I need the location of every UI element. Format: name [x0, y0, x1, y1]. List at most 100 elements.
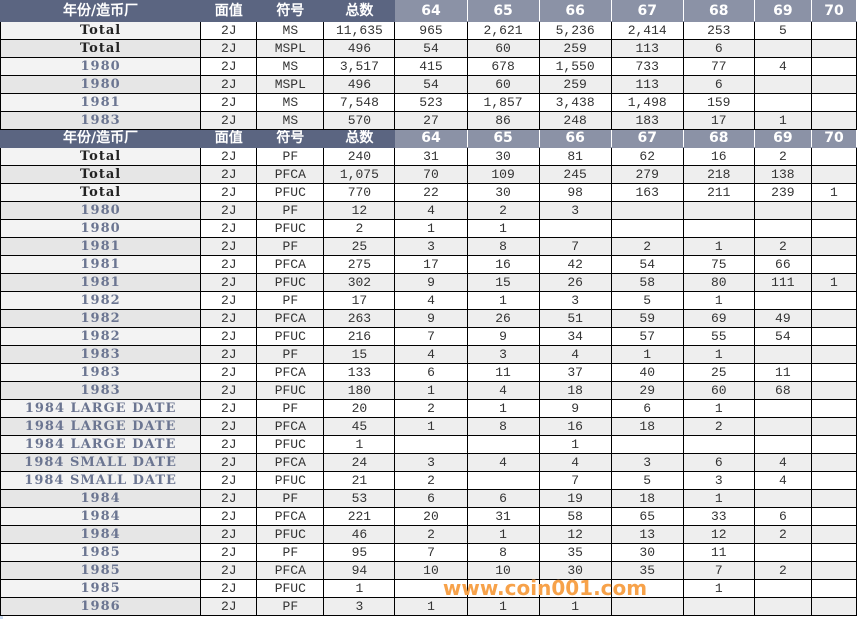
cell-col-year-mint[interactable]: 1983 [0, 345, 202, 364]
cell-col-68[interactable]: 6 [682, 39, 755, 58]
cell-col-64[interactable]: 1 [394, 417, 468, 436]
cell-col-68[interactable] [682, 435, 755, 454]
cell-col-designation[interactable]: PF [256, 147, 325, 166]
header-cell-col-65[interactable]: 65 [466, 0, 540, 22]
cell-col-designation[interactable]: PFCA [256, 417, 325, 436]
cell-col-64[interactable]: 2 [394, 399, 468, 418]
cell-col-70[interactable] [810, 417, 858, 436]
cell-col-69[interactable] [753, 489, 812, 508]
cell-col-65[interactable]: 1,857 [466, 93, 540, 112]
cell-col-66[interactable]: 5,236 [538, 21, 612, 40]
cell-col-year-mint[interactable]: 1981 [0, 237, 202, 256]
header-cell-col-67[interactable]: 67 [610, 0, 684, 22]
cell-col-denomination[interactable]: 2J [200, 381, 258, 400]
cell-col-designation[interactable]: PFUC [256, 435, 325, 454]
cell-col-70[interactable] [810, 201, 858, 220]
cell-col-denomination[interactable]: 2J [200, 255, 258, 274]
cell-col-65[interactable]: 10 [466, 561, 540, 580]
cell-col-67[interactable]: 183 [610, 111, 684, 130]
cell-col-65[interactable]: 1 [466, 597, 540, 616]
cell-col-designation[interactable]: PF [256, 543, 325, 562]
cell-col-68[interactable]: 2 [682, 417, 755, 436]
cell-col-denomination[interactable]: 2J [200, 219, 258, 238]
cell-col-denomination[interactable]: 2J [200, 273, 258, 292]
cell-col-67[interactable]: 1,498 [610, 93, 684, 112]
cell-col-64[interactable]: 7 [394, 543, 468, 562]
cell-col-70[interactable]: 1 [810, 183, 858, 202]
cell-col-denomination[interactable]: 2J [200, 543, 258, 562]
header-cell-col-67[interactable]: 67 [610, 129, 684, 148]
cell-col-69[interactable] [753, 417, 812, 436]
cell-col-designation[interactable]: MS [256, 93, 325, 112]
cell-col-64[interactable]: 1 [394, 381, 468, 400]
cell-col-denomination[interactable]: 2J [200, 237, 258, 256]
cell-col-64[interactable]: 17 [394, 255, 468, 274]
cell-col-66[interactable] [538, 219, 612, 238]
cell-col-65[interactable]: 86 [466, 111, 540, 130]
cell-col-68[interactable] [682, 597, 755, 616]
cell-col-total[interactable]: 216 [323, 327, 396, 346]
header-cell-col-68[interactable]: 68 [682, 0, 755, 22]
cell-col-denomination[interactable]: 2J [200, 201, 258, 220]
cell-col-year-mint[interactable]: Total [0, 39, 202, 58]
cell-col-64[interactable]: 965 [394, 21, 468, 40]
cell-col-designation[interactable]: PFUC [256, 219, 325, 238]
cell-col-64[interactable]: 2 [394, 525, 468, 544]
cell-col-66[interactable]: 248 [538, 111, 612, 130]
cell-col-year-mint[interactable]: Total [0, 147, 202, 166]
cell-col-65[interactable]: 11 [466, 363, 540, 382]
cell-col-69[interactable] [753, 75, 812, 94]
cell-col-64[interactable]: 4 [394, 201, 468, 220]
cell-col-68[interactable]: 1 [682, 489, 755, 508]
cell-col-year-mint[interactable]: 1985 [0, 543, 202, 562]
cell-col-designation[interactable]: PF [256, 201, 325, 220]
cell-col-total[interactable]: 21 [323, 471, 396, 490]
cell-col-year-mint[interactable]: 1985 [0, 579, 202, 598]
cell-col-designation[interactable]: MSPL [256, 75, 325, 94]
cell-col-denomination[interactable]: 2J [200, 75, 258, 94]
cell-col-70[interactable] [810, 21, 858, 40]
cell-col-68[interactable]: 3 [682, 471, 755, 490]
cell-col-64[interactable]: 70 [394, 165, 468, 184]
cell-col-designation[interactable]: PFUC [256, 273, 325, 292]
cell-col-67[interactable]: 733 [610, 57, 684, 76]
cell-col-70[interactable] [810, 453, 858, 472]
cell-col-69[interactable] [753, 201, 812, 220]
cell-col-69[interactable]: 54 [753, 327, 812, 346]
cell-col-65[interactable]: 8 [466, 237, 540, 256]
cell-col-64[interactable]: 1 [394, 597, 468, 616]
cell-col-total[interactable]: 95 [323, 543, 396, 562]
cell-col-65[interactable]: 4 [466, 381, 540, 400]
cell-col-designation[interactable]: PFCA [256, 561, 325, 580]
cell-col-64[interactable]: 9 [394, 273, 468, 292]
cell-col-denomination[interactable]: 2J [200, 165, 258, 184]
cell-col-65[interactable]: 3 [466, 345, 540, 364]
cell-col-total[interactable]: 25 [323, 237, 396, 256]
cell-col-65[interactable]: 16 [466, 255, 540, 274]
cell-col-65[interactable]: 109 [466, 165, 540, 184]
cell-col-year-mint[interactable]: 1985 [0, 561, 202, 580]
cell-col-67[interactable]: 2,414 [610, 21, 684, 40]
cell-col-total[interactable]: 275 [323, 255, 396, 274]
cell-col-68[interactable]: 33 [682, 507, 755, 526]
cell-col-designation[interactable]: MSPL [256, 39, 325, 58]
cell-col-67[interactable]: 58 [610, 273, 684, 292]
cell-col-total[interactable]: 24 [323, 453, 396, 472]
cell-col-66[interactable]: 259 [538, 75, 612, 94]
cell-col-70[interactable] [810, 543, 858, 562]
cell-col-denomination[interactable]: 2J [200, 57, 258, 76]
cell-col-65[interactable]: 30 [466, 183, 540, 202]
header-cell-col-total[interactable]: 总数 [323, 0, 396, 22]
cell-col-70[interactable] [810, 93, 858, 112]
cell-col-total[interactable]: 20 [323, 399, 396, 418]
cell-col-68[interactable]: 7 [682, 561, 755, 580]
cell-col-denomination[interactable]: 2J [200, 417, 258, 436]
cell-col-69[interactable]: 2 [753, 525, 812, 544]
cell-col-69[interactable] [753, 435, 812, 454]
cell-col-year-mint[interactable]: 1984 LARGE DATE [0, 417, 202, 436]
cell-col-68[interactable]: 211 [682, 183, 755, 202]
cell-col-70[interactable] [810, 219, 858, 238]
cell-col-69[interactable] [753, 219, 812, 238]
cell-col-year-mint[interactable]: 1984 [0, 489, 202, 508]
cell-col-69[interactable]: 111 [753, 273, 812, 292]
